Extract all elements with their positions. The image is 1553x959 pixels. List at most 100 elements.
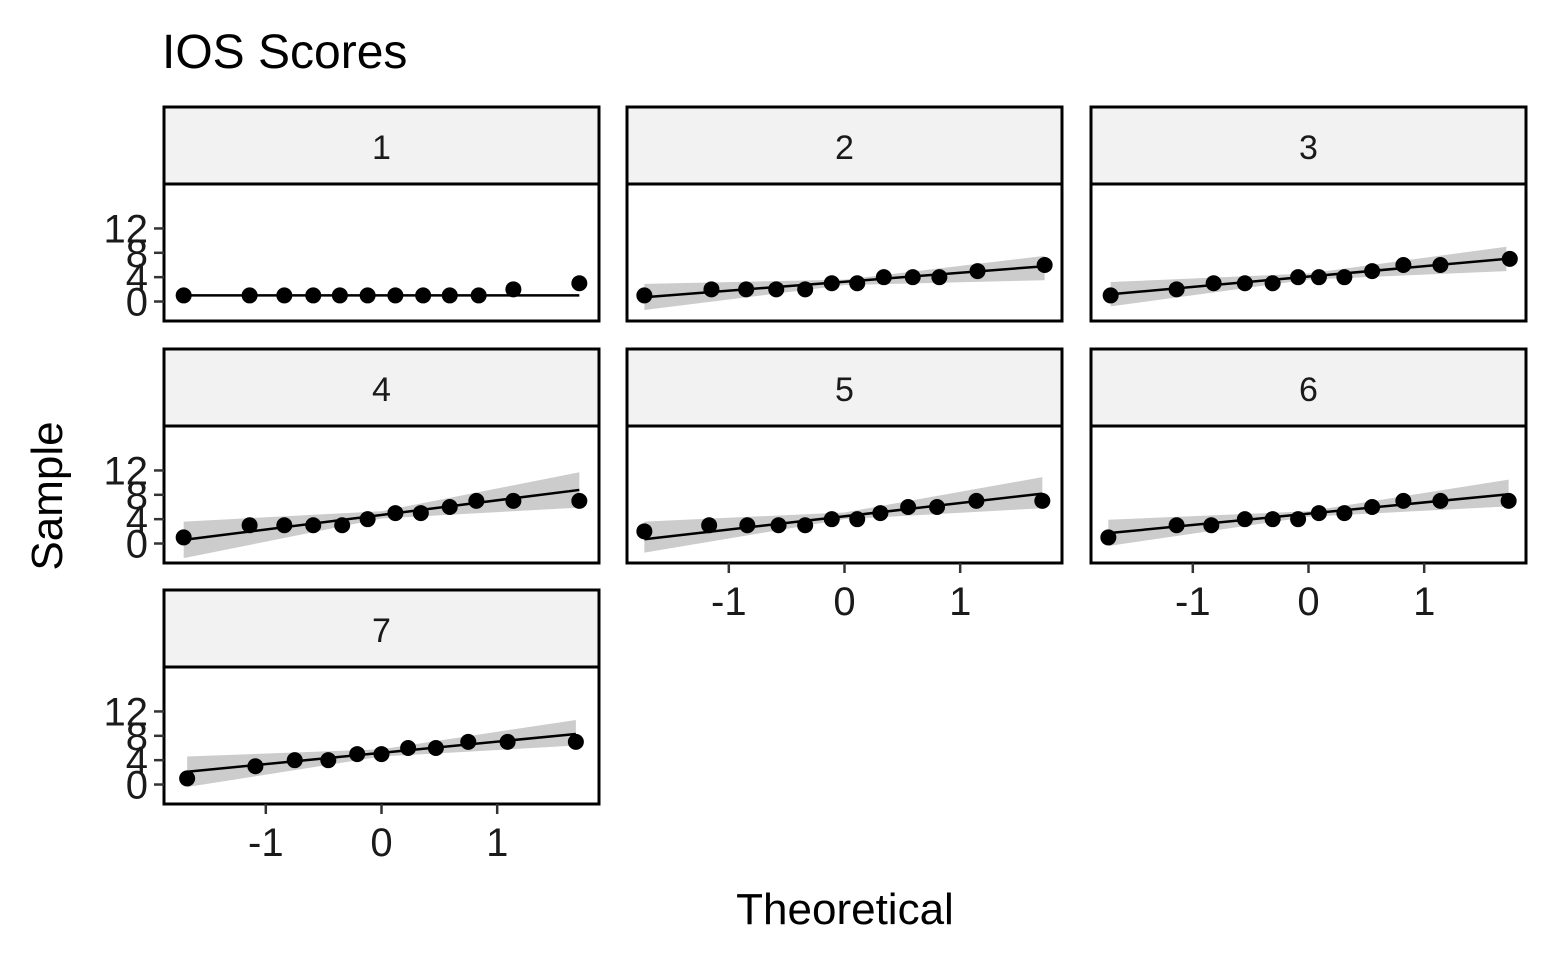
data-point: [567, 733, 584, 750]
y-tick-label: 12: [104, 207, 149, 251]
chart-title: IOS Scores: [162, 26, 407, 79]
confidence-band: [644, 477, 1043, 553]
data-point: [175, 287, 192, 304]
y-tick-label: 8: [126, 232, 148, 276]
data-point: [1036, 256, 1053, 273]
data-point: [1336, 505, 1353, 522]
x-tick-label: 0: [370, 821, 392, 865]
data-point: [872, 505, 889, 522]
data-point: [1364, 498, 1381, 515]
x-axis-title: Theoretical: [736, 885, 954, 934]
y-tick-label: 4: [126, 739, 148, 783]
data-point: [823, 275, 840, 292]
reference-line: [1108, 492, 1509, 535]
data-point: [1100, 529, 1117, 546]
data-point: [276, 517, 293, 534]
panel-frame: [1089, 182, 1528, 323]
data-point: [1310, 269, 1327, 286]
data-point: [1395, 492, 1412, 509]
x-tick-label: 1: [1413, 580, 1435, 624]
facet-strip-label: 3: [1299, 129, 1318, 167]
data-point: [359, 511, 376, 528]
data-point: [1432, 256, 1449, 273]
data-point: [470, 287, 487, 304]
data-point: [768, 281, 785, 298]
data-point: [931, 269, 948, 286]
data-point: [969, 263, 986, 280]
y-tick-label: 0: [126, 764, 148, 808]
data-point: [571, 492, 588, 509]
data-point: [738, 281, 755, 298]
data-point: [305, 517, 322, 534]
data-point: [703, 281, 720, 298]
data-point: [505, 281, 522, 298]
y-tick-label: 4: [126, 256, 148, 300]
data-point: [1395, 256, 1412, 273]
facet-strip: [625, 105, 1064, 186]
data-point: [1500, 492, 1517, 509]
data-point: [904, 269, 921, 286]
data-point: [1432, 492, 1449, 509]
x-tick-label: -1: [1175, 580, 1211, 624]
data-point: [415, 287, 432, 304]
data-point: [823, 511, 840, 528]
facet-strip-label: 5: [835, 371, 854, 409]
facet-panel-6: 6 -1 0 1: [1089, 347, 1528, 624]
data-point: [900, 498, 917, 515]
data-point: [1501, 250, 1518, 267]
facet-strip-label: 2: [835, 129, 854, 167]
x-tick-label: 0: [1297, 580, 1319, 624]
data-point: [179, 770, 196, 787]
data-point: [797, 281, 814, 298]
facet-strip: [625, 347, 1064, 428]
data-point: [849, 275, 866, 292]
data-point: [331, 287, 348, 304]
facet-strip-label: 6: [1299, 371, 1318, 409]
data-point: [1168, 281, 1185, 298]
data-point: [929, 498, 946, 515]
x-tick-label: 0: [833, 580, 855, 624]
data-point: [305, 287, 322, 304]
data-point: [1264, 275, 1281, 292]
data-point: [241, 287, 258, 304]
y-tick-label: 4: [126, 498, 148, 542]
data-point: [1236, 511, 1253, 528]
data-point: [427, 739, 444, 756]
data-point: [387, 287, 404, 304]
data-point: [349, 746, 366, 763]
data-point: [1203, 517, 1220, 534]
data-point: [387, 505, 404, 522]
data-point: [412, 505, 429, 522]
x-tick-label: -1: [711, 580, 747, 624]
data-point: [739, 517, 756, 534]
data-point: [968, 492, 985, 509]
data-point: [247, 758, 264, 775]
facet-strip: [162, 105, 601, 186]
data-point: [1310, 505, 1327, 522]
data-point: [636, 523, 653, 540]
data-point: [1205, 275, 1222, 292]
x-tick-label: 1: [486, 821, 508, 865]
panel-frame: [162, 182, 601, 323]
data-point: [636, 287, 653, 304]
data-point: [1290, 269, 1307, 286]
data-point: [1034, 492, 1051, 509]
y-tick-label: 0: [126, 523, 148, 567]
data-point: [320, 752, 337, 769]
data-point: [875, 269, 892, 286]
data-point: [334, 517, 351, 534]
y-tick-label: 12: [104, 690, 149, 734]
data-point: [571, 275, 588, 292]
data-point: [175, 529, 192, 546]
facet-panel-2: 2: [625, 105, 1064, 323]
data-point: [1290, 511, 1307, 528]
data-point: [770, 517, 787, 534]
data-point: [441, 287, 458, 304]
facet-strip-label: 1: [372, 129, 391, 167]
data-point: [1168, 517, 1185, 534]
data-point: [505, 492, 522, 509]
